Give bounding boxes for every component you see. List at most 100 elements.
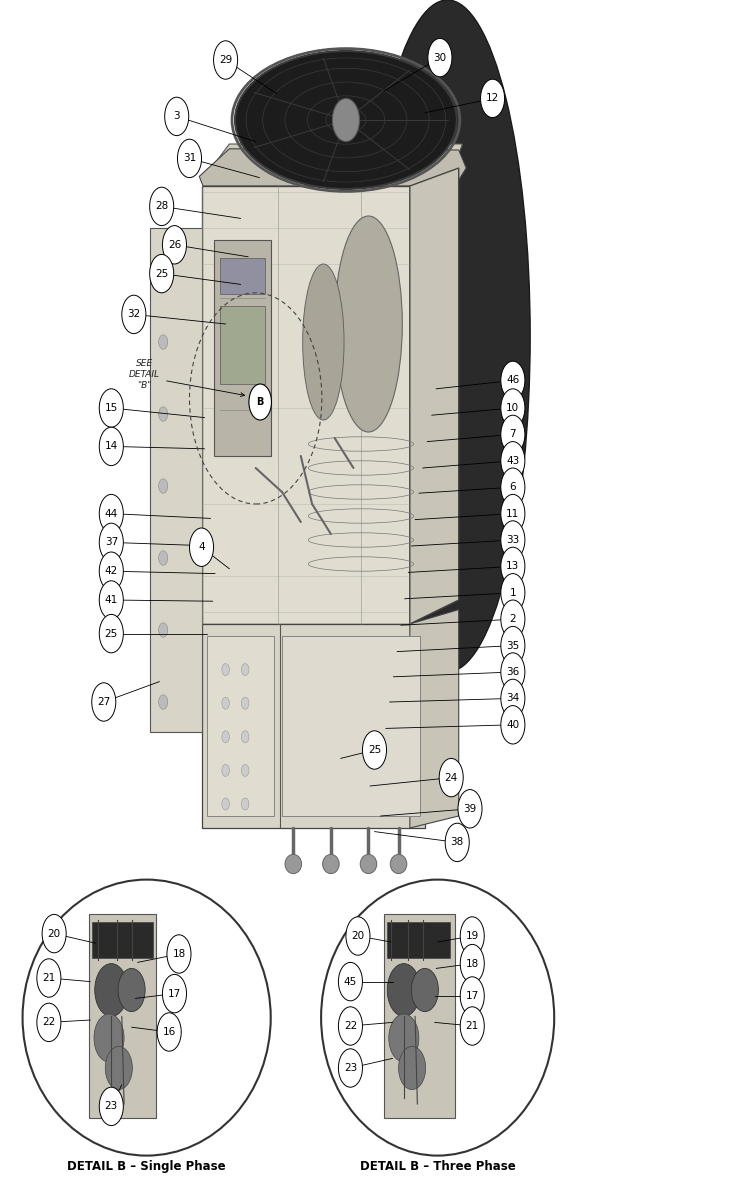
Ellipse shape — [360, 854, 377, 874]
Text: 23: 23 — [105, 1102, 118, 1111]
Bar — [384, 914, 455, 1118]
Text: 10: 10 — [506, 403, 520, 413]
Text: 25: 25 — [105, 629, 118, 638]
Circle shape — [37, 1003, 61, 1042]
Circle shape — [167, 935, 191, 973]
Text: 32: 32 — [127, 310, 141, 319]
Circle shape — [122, 295, 146, 334]
Circle shape — [501, 626, 525, 665]
Text: 39: 39 — [463, 804, 477, 814]
Circle shape — [338, 1007, 362, 1045]
Circle shape — [387, 964, 420, 1016]
Text: 45: 45 — [344, 977, 357, 986]
Text: 22: 22 — [42, 1018, 56, 1027]
Polygon shape — [202, 186, 410, 624]
Circle shape — [94, 1014, 124, 1062]
Text: 17: 17 — [465, 991, 479, 1001]
Circle shape — [159, 623, 168, 637]
Circle shape — [411, 968, 438, 1012]
Circle shape — [105, 1046, 132, 1090]
Circle shape — [362, 731, 387, 769]
Text: 11: 11 — [506, 509, 520, 518]
Text: 13: 13 — [506, 562, 520, 571]
Bar — [89, 914, 156, 1118]
Circle shape — [162, 226, 186, 264]
Circle shape — [458, 790, 482, 828]
Circle shape — [99, 552, 123, 590]
Text: 18: 18 — [172, 949, 186, 959]
Circle shape — [150, 254, 174, 293]
Text: 44: 44 — [105, 509, 118, 518]
Circle shape — [159, 407, 168, 421]
Text: 35: 35 — [506, 641, 520, 650]
Circle shape — [159, 479, 168, 493]
Bar — [150, 228, 202, 732]
Polygon shape — [410, 610, 459, 828]
Circle shape — [222, 664, 229, 676]
Circle shape — [241, 764, 249, 776]
Text: 19: 19 — [465, 931, 479, 941]
Circle shape — [501, 389, 525, 427]
Text: 20: 20 — [351, 931, 365, 941]
Circle shape — [222, 798, 229, 810]
Ellipse shape — [390, 854, 407, 874]
Ellipse shape — [365, 0, 530, 672]
Text: 12: 12 — [486, 94, 499, 103]
Text: 40: 40 — [506, 720, 520, 730]
Text: 23: 23 — [344, 1063, 357, 1073]
Circle shape — [249, 384, 271, 420]
Text: 26: 26 — [168, 240, 181, 250]
Circle shape — [118, 968, 145, 1012]
Text: 41: 41 — [105, 595, 118, 605]
Text: 29: 29 — [219, 55, 232, 65]
Text: 42: 42 — [105, 566, 118, 576]
Bar — [220, 258, 265, 294]
Text: 7: 7 — [510, 430, 516, 439]
Circle shape — [99, 494, 123, 533]
Text: 18: 18 — [465, 959, 479, 968]
Circle shape — [460, 917, 484, 955]
Circle shape — [428, 38, 452, 77]
Polygon shape — [199, 149, 466, 186]
Circle shape — [501, 442, 525, 480]
Ellipse shape — [323, 854, 339, 874]
Circle shape — [241, 697, 249, 709]
Circle shape — [460, 1007, 484, 1045]
Circle shape — [332, 98, 359, 142]
Text: 43: 43 — [506, 456, 520, 466]
Circle shape — [501, 494, 525, 533]
Circle shape — [460, 944, 484, 983]
Circle shape — [222, 697, 229, 709]
Circle shape — [177, 139, 202, 178]
Circle shape — [92, 683, 116, 721]
Circle shape — [439, 758, 463, 797]
Text: 2: 2 — [510, 614, 516, 624]
Text: 4: 4 — [199, 542, 205, 552]
Circle shape — [241, 798, 249, 810]
Circle shape — [42, 914, 66, 953]
Circle shape — [501, 468, 525, 506]
Circle shape — [501, 547, 525, 586]
Text: 38: 38 — [450, 838, 464, 847]
Circle shape — [501, 521, 525, 559]
Text: 28: 28 — [155, 202, 168, 211]
Bar — [282, 636, 420, 816]
Circle shape — [214, 41, 238, 79]
Text: 17: 17 — [168, 989, 181, 998]
Circle shape — [445, 823, 469, 862]
Circle shape — [99, 389, 123, 427]
Text: 22: 22 — [344, 1021, 357, 1031]
Circle shape — [501, 415, 525, 454]
Ellipse shape — [285, 854, 302, 874]
Bar — [387, 922, 450, 958]
Circle shape — [150, 187, 174, 226]
Text: 46: 46 — [506, 376, 520, 385]
Ellipse shape — [23, 880, 271, 1156]
Ellipse shape — [321, 880, 554, 1156]
Text: 31: 31 — [183, 154, 196, 163]
Ellipse shape — [302, 264, 344, 420]
Circle shape — [501, 653, 525, 691]
Circle shape — [222, 731, 229, 743]
Circle shape — [99, 523, 123, 562]
Circle shape — [159, 551, 168, 565]
